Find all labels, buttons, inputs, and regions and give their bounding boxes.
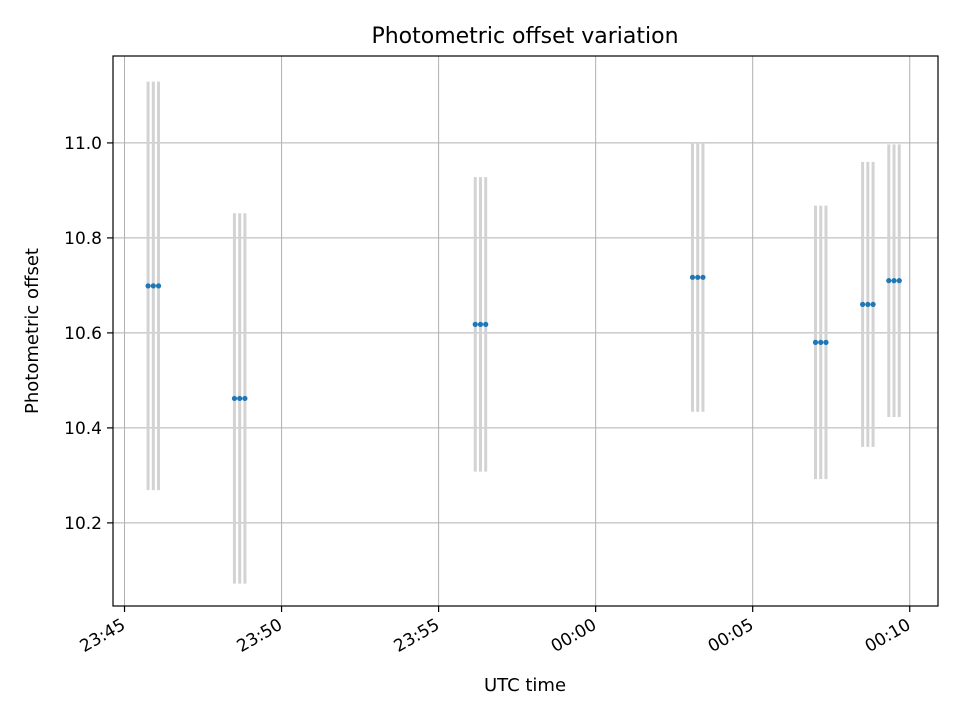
y-tick-label: 10.2	[64, 514, 102, 534]
data-point	[812, 339, 819, 345]
data-point	[689, 274, 696, 280]
y-axis-label: Photometric offset	[22, 248, 43, 414]
y-tick-label: 10.6	[64, 324, 102, 344]
y-tick-label: 11.0	[64, 134, 102, 154]
data-point	[860, 301, 866, 308]
data-point	[477, 321, 484, 327]
grid	[113, 56, 938, 606]
y-tick-label: 10.8	[64, 229, 102, 249]
data-point	[886, 278, 892, 284]
data-points	[145, 274, 902, 402]
data-point	[823, 339, 829, 345]
x-axis-label: UTC time	[484, 675, 566, 696]
data-point	[145, 283, 151, 289]
plot-frame	[112, 55, 939, 607]
data-point	[472, 321, 478, 327]
data-point	[870, 301, 876, 308]
data-point	[231, 395, 238, 402]
data-point	[155, 283, 162, 289]
y-axis-ticks: 10.2 10.4 10.6 10.8 11.0	[64, 134, 113, 534]
data-point	[896, 278, 902, 284]
data-point	[891, 278, 897, 284]
data-point	[700, 274, 706, 280]
data-point	[865, 301, 871, 308]
data-point	[242, 395, 248, 402]
chart-title: Photometric offset variation	[371, 24, 678, 49]
data-point	[237, 395, 243, 402]
data-point	[150, 283, 156, 289]
data-point	[695, 274, 701, 280]
y-tick-label: 10.4	[64, 419, 102, 439]
data-point	[818, 339, 824, 345]
data-point	[483, 321, 489, 327]
